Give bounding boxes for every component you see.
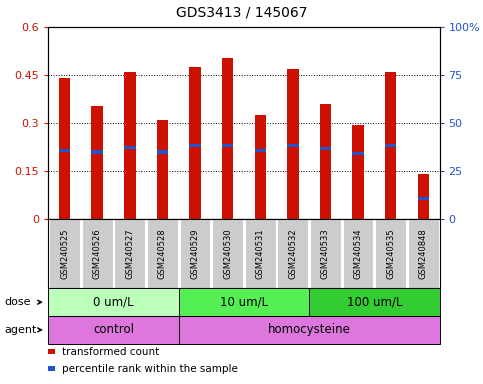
Bar (352, 152, 364, 155)
Text: dose: dose (5, 297, 31, 307)
Bar (189, 144, 201, 147)
Bar (124, 146, 136, 149)
Text: GSM240848: GSM240848 (419, 228, 428, 279)
Text: GSM240535: GSM240535 (386, 228, 395, 279)
Text: transformed count: transformed count (62, 347, 159, 357)
Bar (222, 58, 233, 219)
Bar (59, 149, 71, 152)
Text: agent: agent (5, 325, 37, 335)
Bar (320, 147, 331, 151)
Bar (91, 151, 103, 154)
Text: GSM240528: GSM240528 (158, 228, 167, 279)
Bar (352, 125, 364, 219)
Text: GDS3413 / 145067: GDS3413 / 145067 (176, 6, 307, 20)
Text: GSM240527: GSM240527 (125, 228, 134, 279)
Bar (59, 78, 71, 219)
Bar (156, 151, 168, 154)
Bar (255, 149, 266, 152)
Bar (91, 106, 103, 219)
Text: GSM240526: GSM240526 (93, 228, 102, 279)
Bar (189, 67, 201, 219)
Text: GSM240534: GSM240534 (354, 228, 363, 279)
Text: GSM240532: GSM240532 (288, 228, 298, 279)
Text: GSM240529: GSM240529 (190, 228, 199, 279)
Bar (255, 115, 266, 219)
Bar (124, 72, 136, 219)
Bar (385, 144, 397, 147)
Bar (287, 144, 298, 147)
Bar (320, 104, 331, 219)
Text: 0 um/L: 0 um/L (93, 296, 134, 309)
Text: GSM240531: GSM240531 (256, 228, 265, 279)
Text: 100 um/L: 100 um/L (347, 296, 402, 309)
Bar (417, 197, 429, 200)
Bar (417, 174, 429, 219)
Text: GSM240525: GSM240525 (60, 228, 69, 279)
Bar (287, 69, 298, 219)
Bar (385, 72, 397, 219)
Bar (222, 144, 233, 147)
Text: homocysteine: homocysteine (268, 323, 351, 336)
Bar (156, 120, 168, 219)
Text: percentile rank within the sample: percentile rank within the sample (62, 364, 238, 374)
Text: GSM240533: GSM240533 (321, 228, 330, 279)
Text: GSM240530: GSM240530 (223, 228, 232, 279)
Text: control: control (93, 323, 134, 336)
Text: 10 um/L: 10 um/L (220, 296, 268, 309)
